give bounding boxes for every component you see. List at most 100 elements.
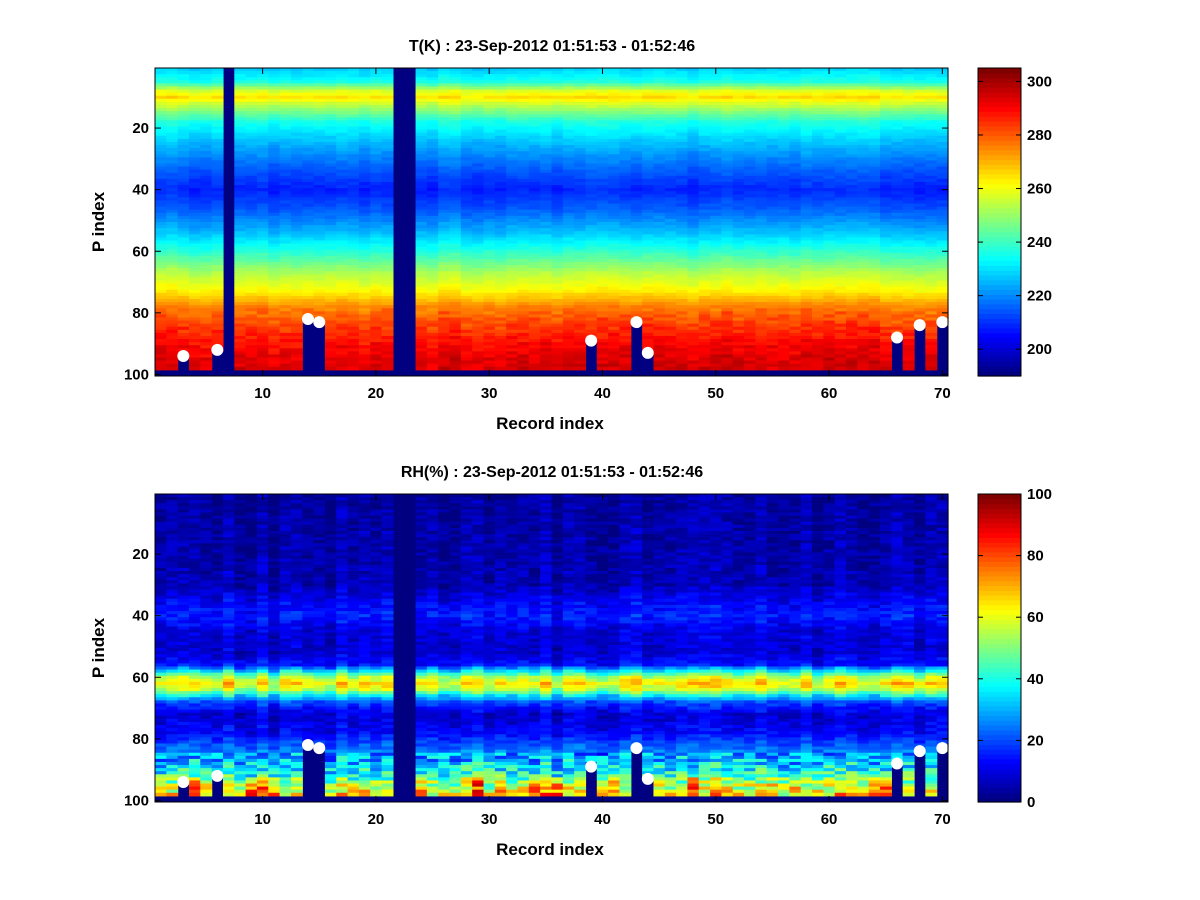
heatmap-cell (381, 114, 394, 118)
heatmap-cell (732, 262, 745, 266)
heatmap-cell (415, 191, 428, 195)
heatmap-cell (302, 258, 315, 263)
heatmap-cell (438, 206, 451, 211)
heatmap-cell (245, 286, 258, 291)
heatmap-cell (256, 92, 269, 97)
heatmap-cell (211, 175, 224, 180)
heatmap-cell (188, 80, 201, 84)
heatmap-cell (608, 249, 621, 254)
heatmap-cell (608, 271, 621, 275)
heatmap-cell (438, 295, 451, 300)
heatmap-cell (585, 132, 598, 137)
heatmap-cell (710, 234, 723, 238)
heatmap-cell (347, 117, 360, 121)
heatmap-cell (483, 120, 496, 125)
heatmap-cell (574, 265, 587, 269)
heatmap-cell (336, 295, 349, 300)
heatmap-cell (506, 357, 519, 362)
heatmap-cell (698, 249, 711, 254)
heatmap-cell (460, 160, 473, 165)
heatmap-cell (256, 175, 269, 180)
heatmap-cell (358, 295, 371, 300)
heatmap-cell (155, 206, 167, 211)
heatmap-cell (653, 339, 666, 343)
heatmap-cell (438, 154, 451, 158)
heatmap-cell (472, 363, 485, 368)
heatmap-cell (324, 157, 337, 161)
heatmap-cell (494, 148, 507, 152)
heatmap-cell (279, 71, 292, 75)
heatmap-cell (483, 255, 496, 260)
heatmap-cell (324, 148, 337, 152)
heatmap-cell (324, 320, 337, 325)
heatmap-cell (562, 240, 575, 245)
heatmap-cell (381, 185, 394, 189)
heatmap-cell (290, 345, 303, 349)
heatmap-cell (438, 166, 451, 171)
heatmap-cell (585, 295, 598, 300)
heatmap-cell (721, 314, 734, 319)
heatmap-cell (200, 71, 213, 75)
heatmap-cell (596, 237, 609, 242)
heatmap-cell (358, 240, 371, 245)
heatmap-cell (166, 345, 179, 349)
heatmap-cell (155, 148, 167, 152)
heatmap-cell (438, 339, 451, 343)
heatmap-cell (528, 323, 541, 328)
heatmap-cell (766, 145, 779, 149)
heatmap-cell (358, 354, 371, 359)
heatmap-cell (188, 295, 201, 300)
heatmap-cell (585, 314, 598, 319)
heatmap-cell (268, 249, 281, 254)
heatmap-cell (540, 339, 553, 343)
heatmap-cell (211, 95, 224, 100)
heatmap-cell (256, 314, 269, 319)
heatmap-cell (234, 92, 247, 97)
heatmap-cell (664, 339, 677, 343)
heatmap-cell (506, 151, 519, 155)
heatmap-cell (268, 255, 281, 260)
heatmap-cell (528, 262, 541, 266)
heatmap-cell (302, 83, 315, 88)
heatmap-cell (755, 215, 768, 220)
heatmap-cell (755, 283, 768, 288)
heatmap-cell (608, 123, 621, 128)
heatmap-cell (721, 104, 734, 109)
heatmap-cell (732, 166, 745, 171)
heatmap-cell (608, 339, 621, 343)
heatmap-cell (155, 326, 167, 331)
heatmap-cell (744, 332, 757, 337)
heatmap-cell (574, 280, 587, 285)
heatmap-cell (698, 83, 711, 88)
heatmap-cell (732, 335, 745, 340)
heatmap-cell (585, 141, 598, 146)
heatmap-cell (155, 283, 167, 288)
heatmap-cell (551, 305, 564, 309)
heatmap-cell (732, 175, 745, 180)
heatmap-cell (687, 111, 700, 115)
heatmap-cell (188, 148, 201, 152)
heatmap-cell (426, 277, 439, 282)
heatmap-cell (676, 308, 689, 312)
heatmap-cell (698, 363, 711, 368)
heatmap-cell (245, 181, 258, 186)
heatmap-cell (721, 351, 734, 356)
heatmap-cell (483, 123, 496, 128)
heatmap-cell (211, 157, 224, 161)
heatmap-cell (494, 95, 507, 100)
heatmap-cell (415, 345, 428, 349)
heatmap-cell (710, 265, 723, 269)
heatmap-cell (755, 92, 768, 97)
heatmap-cell (540, 255, 553, 260)
heatmap-cell (710, 277, 723, 282)
heatmap-cell (755, 246, 768, 251)
heatmap-cell (619, 80, 632, 84)
heatmap-cell (302, 117, 315, 121)
heatmap-cell (562, 283, 575, 288)
heatmap-cell (494, 255, 507, 260)
heatmap-cell (608, 332, 621, 337)
heatmap-cell (506, 326, 519, 331)
heatmap-cell (676, 151, 689, 155)
heatmap-cell (710, 203, 723, 208)
